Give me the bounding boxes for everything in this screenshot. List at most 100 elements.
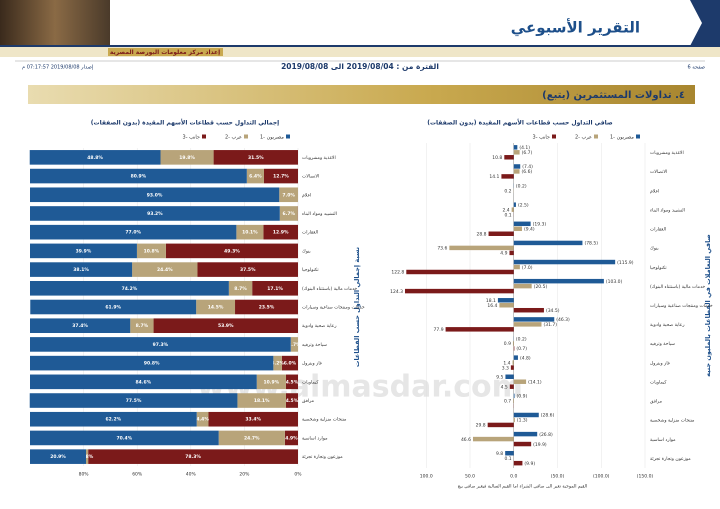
bar-segment	[30, 187, 280, 203]
bar	[445, 327, 514, 332]
data-label: 4.9	[500, 251, 507, 257]
legend-label: عرب -2	[225, 135, 242, 141]
bar	[513, 240, 583, 246]
data-label: 122.8	[391, 270, 404, 276]
bar-segment	[160, 150, 214, 165]
category-label: بنوك	[650, 247, 659, 252]
bar-segment	[30, 374, 257, 390]
data-label: (78.5)	[584, 241, 598, 247]
data-label: 12.7%	[273, 174, 289, 180]
bar-segment	[30, 224, 237, 240]
category-label: كيماويات	[302, 379, 319, 385]
bar-segment	[218, 430, 285, 446]
bar-segment	[285, 393, 298, 408]
bar	[513, 278, 604, 284]
legend-label: عرب -2	[575, 135, 592, 141]
bar-segment	[213, 150, 298, 165]
legend-swatch	[552, 134, 556, 139]
bar	[499, 303, 514, 308]
bar-segment	[228, 280, 253, 296]
bar	[513, 145, 518, 150]
category-label: الاغذية ومشروبات	[302, 156, 336, 161]
category-label: موزعون وتجارة تجزئة	[302, 455, 343, 460]
category-label: رعاية صحية وادوية	[302, 324, 337, 329]
data-label: 10.1%	[242, 230, 258, 236]
data-label: 78.3%	[185, 454, 201, 460]
data-label: 4.5	[501, 384, 508, 390]
data-label: (0.9)	[517, 394, 528, 400]
data-label: 24.7%	[244, 435, 260, 441]
data-label: (34.5)	[546, 308, 560, 314]
data-label: (0.2)	[516, 183, 527, 189]
data-label: 74.2%	[122, 286, 138, 292]
x-tick-label: 0%	[294, 472, 302, 478]
section-bar	[28, 85, 695, 104]
x-tick-label: 0.0	[510, 474, 517, 480]
bar-segment	[263, 224, 298, 240]
category-label: سياحة وترفيه	[302, 343, 327, 348]
bar	[487, 422, 514, 428]
category-label: موزعون وتجارة تجزئة	[650, 457, 691, 462]
bar	[513, 393, 515, 399]
legend-label: جانب -3	[183, 135, 201, 141]
category-label: منتجات منزلية وشخصية	[302, 418, 347, 423]
data-label: (26.8)	[539, 432, 553, 438]
bar	[513, 412, 539, 418]
data-label: 4.5%	[286, 379, 299, 385]
bar-segment	[88, 449, 298, 464]
bar	[509, 250, 514, 256]
bar-segment	[279, 206, 298, 221]
header-photo	[0, 0, 110, 46]
data-label: 1.4	[503, 360, 510, 366]
bar	[472, 436, 514, 442]
bar-segment	[273, 355, 282, 371]
data-label: 14.1	[489, 174, 499, 180]
page-number: صفحة 6	[688, 65, 705, 71]
data-label: 70.4%	[117, 435, 133, 441]
bar-segment	[30, 299, 197, 315]
bar-segment	[236, 224, 264, 240]
bar-segment	[279, 187, 298, 203]
bar-segment	[153, 318, 298, 334]
data-label: (9.4)	[524, 227, 535, 233]
bar-segment	[208, 411, 298, 427]
data-label: 93.2%	[147, 211, 163, 217]
bar	[513, 322, 542, 327]
bar-segment	[165, 243, 298, 259]
data-label: 6.7%	[283, 211, 296, 217]
data-label: 29.8	[476, 423, 486, 429]
data-label: 28.8	[477, 232, 487, 238]
category-label: موارد اساسية	[650, 438, 676, 443]
category-label: سياحة وترفيه	[650, 342, 675, 347]
data-label: 19.8%	[179, 155, 195, 161]
bar-segment	[290, 337, 298, 352]
section-title: ٤. تداولات المستثمرين (يتبع)	[542, 90, 685, 101]
bar-segment	[30, 430, 219, 446]
data-label: 10.8	[492, 155, 502, 161]
issued: إصدار 2019/08/08 07:17:57 م	[22, 65, 94, 71]
bar-segment	[130, 318, 154, 334]
data-label: (1.3)	[517, 418, 528, 424]
legend-label: جانب -3	[533, 135, 551, 141]
data-label: 6.4%	[249, 174, 262, 180]
bar	[513, 202, 516, 207]
bar-segment	[29, 150, 161, 165]
header-subtitle: إعداد مركز معلومات البورصة المصرية	[110, 49, 220, 56]
data-label: 90.8%	[144, 361, 160, 367]
bar	[513, 307, 544, 313]
data-label: 9.5	[496, 375, 503, 381]
data-label: (20.5)	[534, 284, 548, 290]
data-label: (103.0)	[606, 279, 623, 285]
data-label: (4.8)	[520, 355, 531, 361]
data-label: 61.9%	[105, 305, 121, 311]
category-label: خدمات ومنتجات صناعية وسيارات	[650, 304, 713, 309]
bar-segment	[132, 262, 198, 277]
bar-segment	[30, 243, 137, 259]
bar	[406, 269, 514, 275]
data-label: 16.4	[487, 303, 497, 309]
chart-title: صافي التداول حسب قطاعات الأسهم المقيدة (…	[427, 119, 613, 127]
bar	[513, 431, 538, 437]
bar	[513, 169, 520, 174]
